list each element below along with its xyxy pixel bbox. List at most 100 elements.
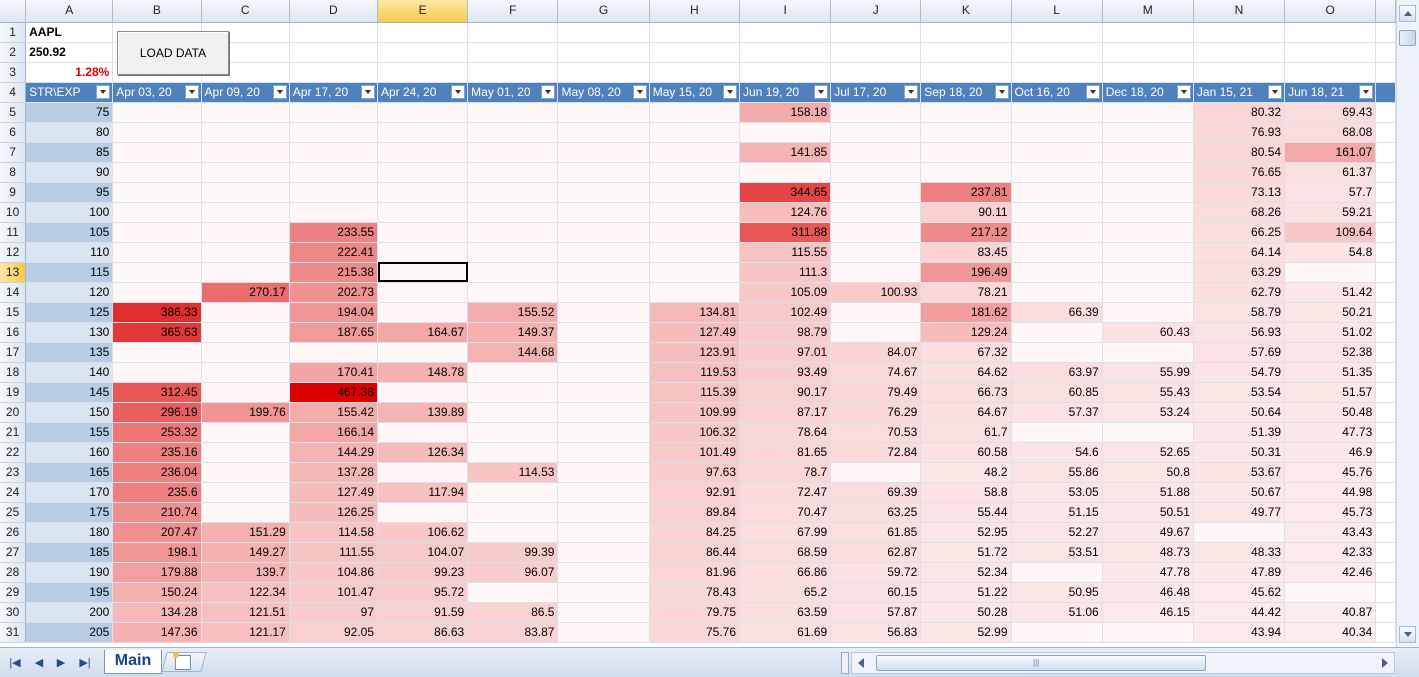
price-value-cell[interactable]: 139.89 bbox=[377, 402, 469, 423]
price-value-cell[interactable] bbox=[557, 462, 650, 483]
price-value-cell[interactable]: 121.51 bbox=[201, 602, 290, 623]
price-value-cell[interactable]: 106.32 bbox=[649, 422, 741, 443]
price-value-cell[interactable]: 66.73 bbox=[920, 382, 1012, 403]
price-value-cell[interactable] bbox=[201, 422, 290, 443]
price-value-cell[interactable] bbox=[377, 382, 469, 403]
price-value-cell[interactable]: 55.44 bbox=[920, 502, 1012, 523]
price-value-cell[interactable]: 126.25 bbox=[289, 502, 379, 523]
cell[interactable] bbox=[1193, 62, 1286, 83]
price-value-cell[interactable] bbox=[830, 462, 922, 483]
cell[interactable] bbox=[1375, 282, 1396, 303]
row-header[interactable]: 21 bbox=[0, 422, 27, 443]
row-header[interactable]: 31 bbox=[0, 622, 27, 643]
cell[interactable] bbox=[1375, 202, 1396, 223]
last-sheet-icon[interactable]: ▶| bbox=[79, 657, 91, 669]
price-value-cell[interactable]: 123.91 bbox=[649, 342, 741, 363]
price-value-cell[interactable]: 54.6 bbox=[1011, 442, 1103, 463]
price-value-cell[interactable] bbox=[201, 322, 290, 343]
price-value-cell[interactable]: 155.42 bbox=[289, 402, 379, 423]
price-value-cell[interactable] bbox=[289, 142, 379, 163]
price-value-cell[interactable] bbox=[112, 362, 202, 383]
price-value-cell[interactable]: 44.98 bbox=[1284, 482, 1377, 503]
price-value-cell[interactable]: 99.23 bbox=[377, 562, 469, 583]
price-value-cell[interactable]: 53.67 bbox=[1193, 462, 1286, 483]
price-value-cell[interactable] bbox=[289, 102, 379, 123]
price-value-cell[interactable]: 81.96 bbox=[649, 562, 741, 583]
filter-dropdown-icon[interactable] bbox=[541, 84, 556, 99]
price-value-cell[interactable] bbox=[920, 102, 1012, 123]
price-value-cell[interactable] bbox=[289, 122, 379, 143]
price-value-cell[interactable] bbox=[557, 442, 650, 463]
price-value-cell[interactable] bbox=[289, 162, 379, 183]
price-value-cell[interactable]: 100.93 bbox=[830, 282, 922, 303]
price-value-cell[interactable]: 70.47 bbox=[739, 502, 832, 523]
price-value-cell[interactable] bbox=[201, 122, 290, 143]
price-value-cell[interactable] bbox=[1284, 262, 1377, 283]
cell[interactable] bbox=[1375, 342, 1396, 363]
filter-header[interactable]: Jan 15, 21 bbox=[1193, 82, 1286, 103]
cell[interactable] bbox=[1011, 22, 1103, 43]
price-value-cell[interactable]: 92.91 bbox=[649, 482, 741, 503]
price-value-cell[interactable]: 49.77 bbox=[1193, 502, 1286, 523]
price-value-cell[interactable]: 91.59 bbox=[377, 602, 469, 623]
price-value-cell[interactable] bbox=[649, 142, 741, 163]
price-value-cell[interactable] bbox=[467, 242, 559, 263]
row-header[interactable]: 23 bbox=[0, 462, 27, 483]
price-value-cell[interactable] bbox=[201, 462, 290, 483]
cell[interactable] bbox=[1102, 22, 1194, 43]
price-value-cell[interactable]: 45.73 bbox=[1284, 502, 1377, 523]
price-value-cell[interactable] bbox=[289, 342, 379, 363]
price-value-cell[interactable]: 149.27 bbox=[201, 542, 290, 563]
price-value-cell[interactable] bbox=[377, 422, 469, 443]
row-header[interactable]: 12 bbox=[0, 242, 27, 263]
price-value-cell[interactable]: 148.78 bbox=[377, 362, 469, 383]
filter-dropdown-icon[interactable] bbox=[1176, 84, 1191, 99]
price-value-cell[interactable]: 115.55 bbox=[739, 242, 832, 263]
price-value-cell[interactable]: 55.99 bbox=[1102, 362, 1194, 383]
price-value-cell[interactable] bbox=[1193, 522, 1286, 543]
filter-dropdown-icon[interactable] bbox=[1268, 84, 1283, 99]
price-value-cell[interactable]: 161.07 bbox=[1284, 142, 1377, 163]
price-value-cell[interactable]: 68.59 bbox=[739, 542, 832, 563]
price-value-cell[interactable]: 58.8 bbox=[920, 482, 1012, 503]
price-value-cell[interactable] bbox=[112, 102, 202, 123]
price-value-cell[interactable] bbox=[557, 602, 650, 623]
price-value-cell[interactable]: 233.55 bbox=[289, 222, 379, 243]
price-value-cell[interactable]: 67.32 bbox=[920, 342, 1012, 363]
filter-header[interactable] bbox=[1375, 82, 1396, 103]
price-value-cell[interactable] bbox=[830, 142, 922, 163]
price-value-cell[interactable]: 198.1 bbox=[112, 542, 202, 563]
price-value-cell[interactable]: 47.73 bbox=[1284, 422, 1377, 443]
price-value-cell[interactable] bbox=[830, 222, 922, 243]
row-header[interactable]: 28 bbox=[0, 562, 27, 583]
price-value-cell[interactable] bbox=[557, 162, 650, 183]
price-value-cell[interactable]: 155.52 bbox=[467, 302, 559, 323]
cell[interactable] bbox=[377, 22, 469, 43]
price-value-cell[interactable]: 102.49 bbox=[739, 302, 832, 323]
price-value-cell[interactable] bbox=[1011, 242, 1103, 263]
filter-dropdown-icon[interactable] bbox=[184, 84, 199, 99]
price-value-cell[interactable] bbox=[920, 142, 1012, 163]
price-value-cell[interactable]: 60.15 bbox=[830, 582, 922, 603]
price-value-cell[interactable]: 61.7 bbox=[920, 422, 1012, 443]
price-value-cell[interactable]: 48.33 bbox=[1193, 542, 1286, 563]
price-value-cell[interactable]: 83.45 bbox=[920, 242, 1012, 263]
price-value-cell[interactable]: 89.84 bbox=[649, 502, 741, 523]
price-value-cell[interactable]: 54.79 bbox=[1193, 362, 1286, 383]
price-value-cell[interactable] bbox=[1102, 242, 1194, 263]
price-value-cell[interactable] bbox=[377, 102, 469, 123]
price-value-cell[interactable] bbox=[557, 222, 650, 243]
price-value-cell[interactable] bbox=[1102, 102, 1194, 123]
cell[interactable] bbox=[739, 42, 832, 63]
price-value-cell[interactable]: 80.54 bbox=[1193, 142, 1286, 163]
price-value-cell[interactable] bbox=[201, 102, 290, 123]
price-value-cell[interactable] bbox=[1102, 162, 1194, 183]
price-value-cell[interactable]: 51.02 bbox=[1284, 322, 1377, 343]
price-value-cell[interactable]: 92.05 bbox=[289, 622, 379, 643]
row-header[interactable]: 7 bbox=[0, 142, 27, 163]
price-value-cell[interactable] bbox=[920, 162, 1012, 183]
price-value-cell[interactable] bbox=[1011, 202, 1103, 223]
cell[interactable] bbox=[1193, 22, 1286, 43]
price-value-cell[interactable]: 134.81 bbox=[649, 302, 741, 323]
price-value-cell[interactable]: 45.62 bbox=[1193, 582, 1286, 603]
